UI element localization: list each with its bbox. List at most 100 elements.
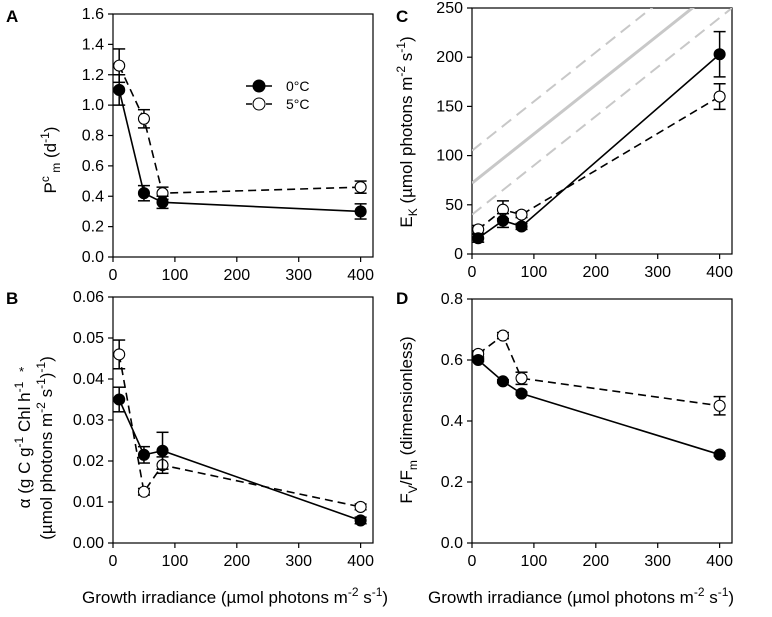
xtick-label-d: 300: [644, 553, 671, 570]
series-line-5c-a: [118, 65, 361, 195]
reference-lines-c: [472, 8, 732, 216]
panel-label-b: B: [6, 289, 18, 308]
xtick-label-d: 200: [582, 553, 609, 570]
xtick-label-b: 300: [285, 553, 312, 570]
ylabel-c: EK (µmol photons m-2 s-1): [394, 36, 420, 227]
ytick-label-b: 0.02: [73, 453, 104, 470]
panel-b-plot: 0.00 0.01 0.02 0.03 0.04 0.05 0.06 0 100 200 300 40…: [73, 289, 374, 570]
svg-text:FV/Fm (dimensionless): FV/Fm (dimensionless): [397, 336, 420, 503]
data-point-5c-a: [354, 181, 367, 194]
ytick-label-a: 0.6: [82, 158, 104, 175]
data-point-5c-d: [496, 329, 510, 342]
ytick-label-b: 0.00: [73, 535, 104, 552]
ytick-label-c: 50: [445, 197, 463, 214]
legend-marker-5c: [252, 97, 266, 111]
alpha-asterisk: *: [19, 364, 24, 379]
xtick-label-b: 400: [347, 553, 374, 570]
xtick-label-c: 0: [468, 264, 477, 281]
ytick-label-a: 1.0: [82, 97, 104, 114]
panel-label-a: A: [6, 7, 18, 26]
ytick-label-c: 200: [436, 49, 463, 66]
xtick-label-d: 400: [706, 553, 733, 570]
data-point-0c-c: [496, 214, 510, 227]
ytick-label-c: 250: [436, 0, 463, 17]
ytick-label-b: 0.04: [73, 371, 104, 388]
ylabel-b: α (g C g-1 Chl h-1 * (µmol photons m-2 s…: [12, 356, 56, 540]
xtick-label-a: 100: [162, 267, 189, 284]
data-point-5c-b: [113, 348, 126, 361]
svg-text:Pc m (d-1): Pc m (d-1): [38, 127, 63, 194]
xtick-label-a: 300: [285, 267, 312, 284]
data-point-0c-b: [137, 448, 151, 461]
data-point-0c-b: [354, 514, 367, 527]
svg-text:α (g C g-1 Chl h-1: α (g C g-1 Chl h-1: [12, 381, 34, 508]
data-point-0c-b: [113, 393, 126, 406]
ytick-label-c: 150: [436, 98, 463, 115]
xtick-label-c: 200: [582, 264, 609, 281]
plot-frame-d: [471, 298, 733, 544]
xlabel-left: Growth irradiance (µmol photons m-2 s-1): [82, 585, 388, 607]
ytick-label-a: 0.2: [82, 219, 104, 236]
xtick-label-b: 0: [109, 553, 118, 570]
ytick-label-d: 0.0: [441, 535, 463, 552]
ytick-label-c: 0: [454, 246, 463, 263]
data-point-0c-a: [137, 187, 151, 200]
data-point-5c-b: [137, 485, 151, 498]
xtick-label-c: 300: [644, 264, 671, 281]
data-point-5c-d: [515, 372, 528, 385]
data-point-0c-c: [515, 220, 528, 233]
legend-label-0c: 0°C: [286, 78, 310, 94]
ytick-label-a: 1.2: [82, 67, 104, 84]
series-line-5c-d: [477, 334, 720, 407]
reference-line-dashed: [472, 8, 654, 152]
xtick-label-c: 100: [521, 264, 548, 281]
data-point-0c-b: [156, 444, 169, 457]
ytick-label-a: 1.4: [82, 36, 104, 53]
data-point-0c-c: [472, 232, 485, 245]
xtick-label-a: 0: [109, 267, 118, 284]
xtick-label-d: 0: [468, 553, 477, 570]
series-line-5c-c: [477, 95, 721, 231]
ytick-label-d: 0.2: [441, 474, 463, 491]
ylabel-a: Pc m (d-1): [38, 127, 63, 194]
data-point-0c-c: [713, 48, 726, 61]
reference-line-solid: [472, 8, 695, 185]
ytick-label-d: 0.8: [441, 291, 463, 308]
xtick-label-b: 200: [223, 553, 250, 570]
data-point-0c-d: [713, 448, 726, 461]
data-point-5c-a: [113, 59, 126, 72]
svg-text:EK (µmol photons m-2 s-1): EK (µmol photons m-2 s-1): [394, 36, 420, 227]
plot-frame-a: [112, 13, 374, 258]
data-point-5c-c: [515, 208, 528, 221]
panel-label-c: C: [396, 7, 408, 26]
ytick-label-d: 0.6: [441, 352, 463, 369]
xlabel-right: Growth irradiance (µmol photons m-2 s-1): [428, 585, 734, 607]
data-point-5c-b: [354, 500, 367, 513]
ytick-label-a: 0.4: [82, 188, 104, 205]
series-line-0c-d: [477, 359, 720, 456]
ytick-label-b: 0.06: [73, 289, 104, 306]
ylabel-d: FV/Fm (dimensionless): [397, 336, 420, 503]
legend-marker-0c: [252, 79, 266, 93]
plot-frame-c: [471, 7, 733, 255]
data-point-5c-c: [713, 90, 726, 103]
data-point-5c-d: [713, 399, 726, 412]
xtick-label-d: 100: [521, 553, 548, 570]
panel-c-plot: 0 50 100 150 200 250 0 100 200 300 400: [436, 0, 733, 281]
data-point-0c-a: [113, 83, 126, 96]
svg-text:(µmol photons m-2 s-1)-1): (µmol photons m-2 s-1)-1): [34, 356, 56, 540]
ytick-label-a: 0.0: [82, 249, 104, 266]
xtick-label-a: 200: [223, 267, 250, 284]
data-point-0c-a: [156, 196, 169, 209]
xtick-label-b: 100: [162, 553, 189, 570]
data-point-5c-a: [137, 112, 151, 125]
ytick-label-b: 0.03: [73, 412, 104, 429]
data-point-0c-d: [515, 387, 528, 400]
series-line-0c-a: [118, 89, 361, 213]
ytick-label-d: 0.4: [441, 413, 463, 430]
ytick-label-c: 100: [436, 148, 463, 165]
ytick-label-b: 0.01: [73, 494, 104, 511]
ytick-label-a: 0.8: [82, 128, 104, 145]
series-line-0c-b: [118, 399, 361, 522]
